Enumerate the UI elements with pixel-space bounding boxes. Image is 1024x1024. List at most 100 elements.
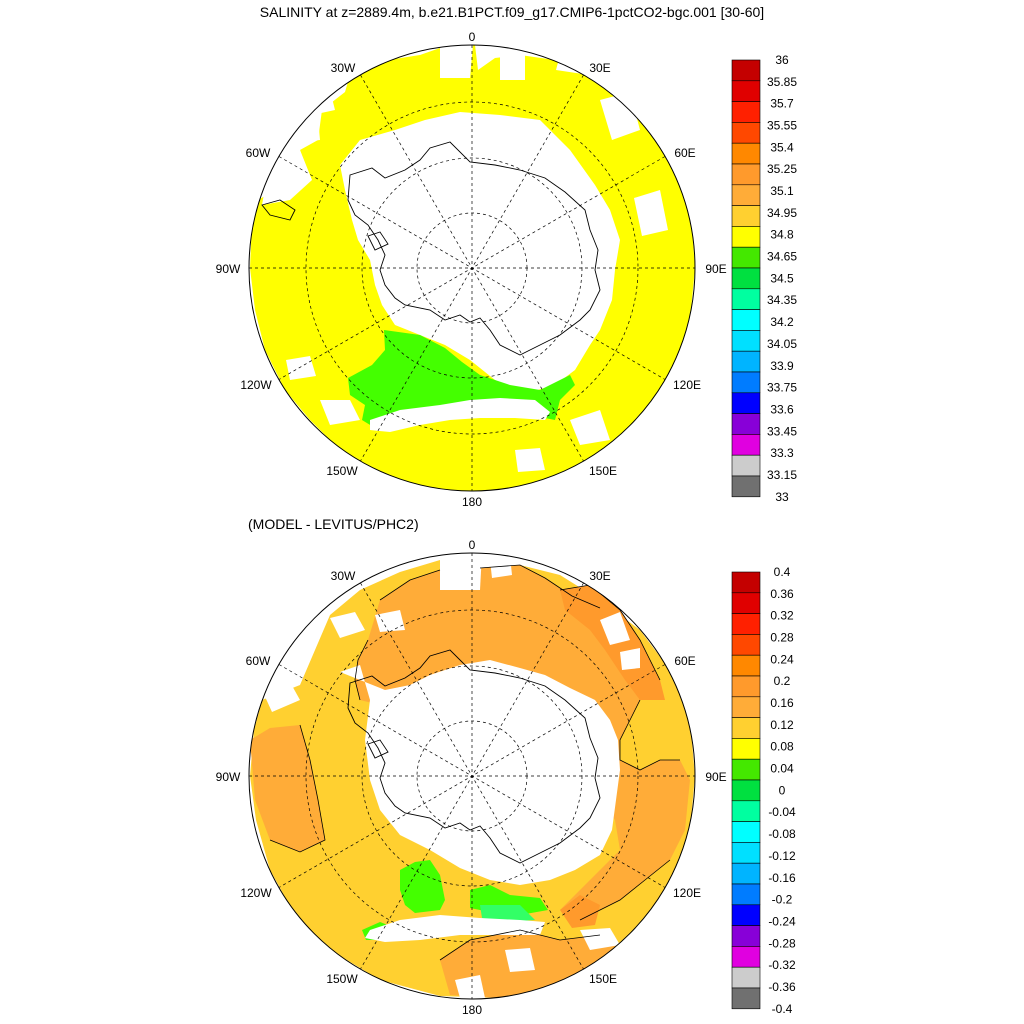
colorbar-tick-label: 0.28 [770, 631, 794, 645]
colorbar-swatch [731, 800, 761, 822]
colorbar-tick-label: -0.28 [768, 936, 796, 950]
colorbar-swatch [731, 592, 761, 614]
colorbar-swatch [731, 717, 761, 739]
colorbar-swatch [731, 122, 761, 144]
colorbar-tick-label: 35.55 [767, 119, 797, 133]
colorbar-tick-label: 33.6 [770, 402, 794, 416]
colorbar-swatch [731, 758, 761, 781]
colorbar-tick-label: 35.7 [770, 97, 794, 111]
colorbar-tick-label: 0.32 [770, 609, 794, 623]
colorbar-tick-label: 0.4 [774, 565, 791, 579]
colorbar-swatch [731, 634, 761, 656]
colorbar-tick-label: 0.24 [770, 652, 794, 666]
longitude-label: 60E [674, 146, 695, 160]
colorbar-tick-label: 34.65 [767, 250, 797, 264]
colorbar-swatch [731, 883, 761, 906]
longitude-labels-top: 0 30E 60E 90E 120E 150E 180 150W 120W 90W 60W 30W [216, 30, 727, 509]
colorbar-tick-label: 34.95 [767, 206, 797, 220]
longitude-label: 90W [216, 262, 241, 276]
colorbar-tick-label: 34.2 [770, 315, 794, 329]
colorbar-swatch [731, 163, 761, 186]
colorbar-tick-label: 33.3 [770, 446, 794, 460]
colorbar-tick-label: 0.2 [774, 674, 791, 688]
longitude-label: 90W [216, 770, 241, 784]
colorbar-difference: 0.4 0.36 0.32 0.28 0.24 0.2 0.16 0.12 0.08 0.04 0 -… [731, 565, 796, 1016]
longitude-label: 0 [469, 30, 476, 44]
colorbar-tick-label: 33.9 [770, 359, 794, 373]
colorbar-tick-label: -0.32 [768, 958, 796, 972]
colorbar-tick-label: 34.05 [767, 337, 797, 351]
colorbar-tick-label: -0.24 [768, 914, 796, 928]
longitude-label: 150W [326, 464, 358, 478]
colorbar-swatch [731, 904, 761, 926]
colorbar-swatch [731, 371, 761, 394]
longitude-label: 120W [240, 378, 272, 392]
colorbar-tick-label: 34.5 [770, 271, 794, 285]
longitude-label: 60W [246, 146, 271, 160]
land-mask [262, 553, 640, 998]
colorbar-tick-label: 34.8 [770, 228, 794, 242]
colorbar-swatch [731, 475, 761, 498]
colorbar-tick-label: 0.12 [770, 718, 794, 732]
colorbar-swatch [731, 454, 761, 477]
colorbar-swatch [731, 675, 761, 698]
colorbar-swatch [731, 842, 761, 864]
colorbar-tick-label: -0.4 [772, 1002, 793, 1016]
longitude-label: 150E [589, 972, 617, 986]
colorbar-tick-label: 33.45 [767, 424, 797, 438]
colorbar-swatch [731, 966, 761, 989]
colorbar-swatch [731, 309, 761, 331]
colorbar-swatch [731, 350, 761, 373]
figure-title: SALINITY at z=2889.4m, b.e21.B1PCT.f09_g… [259, 4, 765, 20]
longitude-label: 90E [705, 262, 726, 276]
colorbar-tick-label: -0.12 [768, 849, 796, 863]
longitude-label: 60W [246, 654, 271, 668]
colorbar-tick-label: 0.04 [770, 762, 794, 776]
longitude-label: 30E [589, 61, 610, 75]
colorbar-tick-label: -0.04 [768, 805, 796, 819]
colorbar-swatch [731, 142, 761, 165]
colorbar-tick-label: 33.75 [767, 381, 797, 395]
colorbar-tick-label: 0.16 [770, 696, 794, 710]
colorbar-swatch [731, 267, 761, 290]
longitude-label: 90E [705, 770, 726, 784]
colorbar-swatch [731, 226, 761, 248]
colorbar-swatch [731, 696, 761, 718]
longitude-label: 180 [462, 1003, 482, 1017]
colorbar-swatch [731, 101, 761, 123]
colorbar-swatch [731, 392, 761, 414]
longitude-label: 180 [462, 495, 482, 509]
colorbar-swatch [731, 779, 761, 802]
colorbar-swatch [731, 413, 761, 435]
colorbar-tick-label: 0.08 [770, 740, 794, 754]
colorbar-swatch [731, 434, 761, 456]
longitude-label: 30E [589, 569, 610, 583]
colorbar-swatch [731, 738, 761, 760]
longitude-label: 150W [326, 972, 358, 986]
colorbar-tick-label: 35.4 [770, 140, 794, 154]
colorbar-tick-label: 0.36 [770, 587, 794, 601]
colorbar-swatch [731, 862, 761, 885]
colorbar-tick-label: -0.08 [768, 827, 796, 841]
longitude-labels-bottom: 0 30E 60E 90E 120E 150E 180 150W 120W 90W 60W 30W [216, 538, 727, 1017]
colorbar-swatch [731, 925, 761, 947]
longitude-label: 120E [673, 886, 701, 900]
graticule [249, 45, 695, 491]
colorbar-swatch [731, 571, 761, 594]
salinity-map [248, 44, 696, 492]
colorbar-swatch [731, 946, 761, 968]
colorbar-tick-label: 36 [775, 53, 789, 67]
colorbar-swatch [731, 184, 761, 206]
colorbar-tick-label: 33 [775, 490, 789, 504]
longitude-label: 0 [469, 538, 476, 552]
colorbar-tick-label: 0 [779, 783, 786, 797]
salinity-difference-map [248, 552, 696, 1000]
longitude-label: 30W [331, 569, 356, 583]
colorbar-tick-label: -0.36 [768, 980, 796, 994]
colorbar-tick-label: 35.25 [767, 162, 797, 176]
colorbar-swatch [731, 205, 761, 227]
colorbar-swatch [731, 987, 761, 1010]
difference-panel-title: (MODEL - LEVITUS/PHC2) [248, 516, 419, 532]
colorbar-tick-label: -0.16 [768, 871, 796, 885]
